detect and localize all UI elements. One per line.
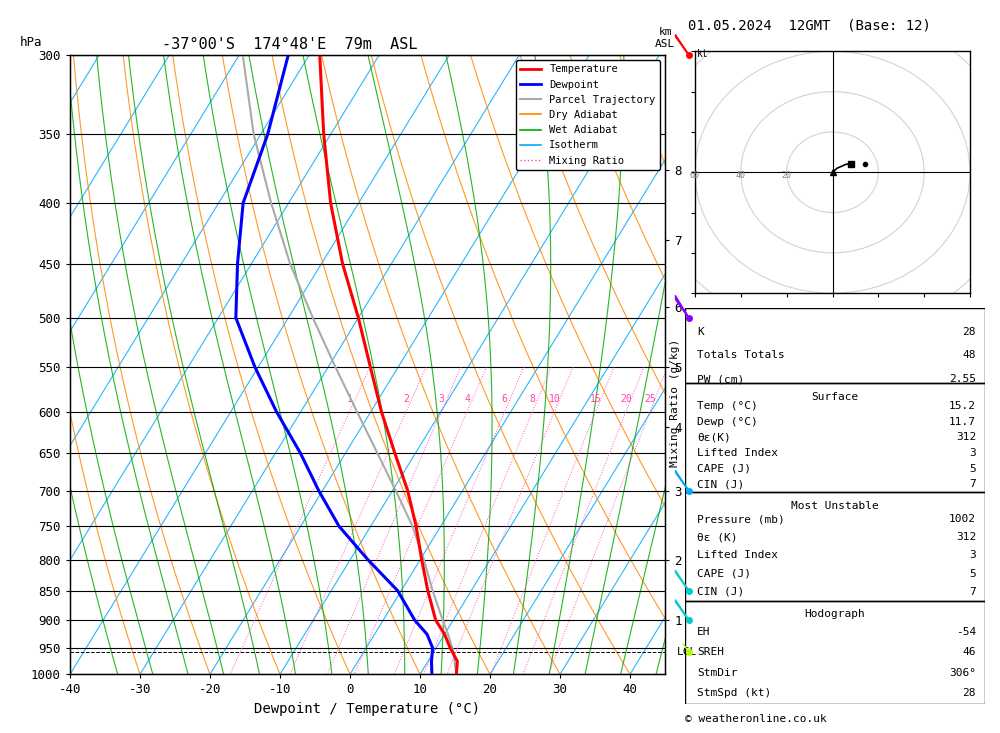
Text: km
ASL: km ASL [655,27,675,49]
Text: 15: 15 [590,394,602,404]
Text: 5: 5 [969,569,976,578]
Text: SREH: SREH [697,647,724,658]
Text: 48: 48 [963,350,976,361]
Text: 312: 312 [956,532,976,542]
Text: kt: kt [697,49,709,59]
Bar [685,601,985,704]
Text: 15.2: 15.2 [949,402,976,411]
Text: EH: EH [697,627,710,637]
Text: 10: 10 [549,394,560,404]
Legend: Temperature, Dewpoint, Parcel Trajectory, Dry Adiabat, Wet Adiabat, Isotherm, Mi: Temperature, Dewpoint, Parcel Trajectory… [516,60,660,170]
Text: 4: 4 [464,394,470,404]
Text: 46: 46 [963,647,976,658]
Text: 20: 20 [620,394,632,404]
Text: -54: -54 [956,627,976,637]
Text: 6: 6 [502,394,508,404]
Text: θε(K): θε(K) [697,432,731,443]
Text: 60: 60 [690,172,700,180]
Text: Mixing Ratio (g/kg): Mixing Ratio (g/kg) [670,339,680,467]
Text: Totals Totals: Totals Totals [697,350,785,361]
Text: StmSpd (kt): StmSpd (kt) [697,688,771,699]
Text: 40: 40 [736,172,746,180]
Title: -37°00'S  174°48'E  79m  ASL: -37°00'S 174°48'E 79m ASL [162,37,418,53]
Text: 11.7: 11.7 [949,417,976,427]
Text: 2.55: 2.55 [949,374,976,384]
Bar [685,383,985,492]
Bar [685,308,985,383]
Bar [685,492,985,601]
Text: PW (cm): PW (cm) [697,374,744,384]
Text: Dewp (°C): Dewp (°C) [697,417,758,427]
Text: Surface: Surface [811,391,859,402]
Text: CAPE (J): CAPE (J) [697,463,751,474]
Text: 01.05.2024  12GMT  (Base: 12): 01.05.2024 12GMT (Base: 12) [688,18,931,32]
Text: 28: 28 [963,688,976,699]
Text: 3: 3 [969,550,976,561]
Text: 8: 8 [530,394,535,404]
Text: 306°: 306° [949,668,976,678]
Text: 7: 7 [969,586,976,597]
Text: 3: 3 [969,448,976,458]
Text: 3: 3 [438,394,444,404]
Text: LCL: LCL [677,647,697,657]
Text: 7: 7 [969,479,976,489]
Text: CAPE (J): CAPE (J) [697,569,751,578]
Text: 312: 312 [956,432,976,443]
Text: 20: 20 [782,172,792,180]
Text: 5: 5 [969,463,976,474]
Text: θε (K): θε (K) [697,532,738,542]
Text: CIN (J): CIN (J) [697,586,744,597]
Text: StmDir: StmDir [697,668,738,678]
X-axis label: Dewpoint / Temperature (°C): Dewpoint / Temperature (°C) [254,702,481,716]
Text: Most Unstable: Most Unstable [791,501,879,511]
Text: Pressure (mb): Pressure (mb) [697,514,785,524]
Text: K: K [697,327,704,336]
Text: 28: 28 [963,327,976,336]
Text: 1: 1 [347,394,352,404]
Text: © weatheronline.co.uk: © weatheronline.co.uk [685,714,827,724]
Text: Hodograph: Hodograph [805,609,865,619]
Text: CIN (J): CIN (J) [697,479,744,489]
Text: hPa: hPa [19,36,42,49]
Text: 1002: 1002 [949,514,976,524]
Text: Lifted Index: Lifted Index [697,550,778,561]
Text: 2: 2 [403,394,409,404]
Text: Lifted Index: Lifted Index [697,448,778,458]
Text: 25: 25 [644,394,656,404]
Text: Temp (°C): Temp (°C) [697,402,758,411]
